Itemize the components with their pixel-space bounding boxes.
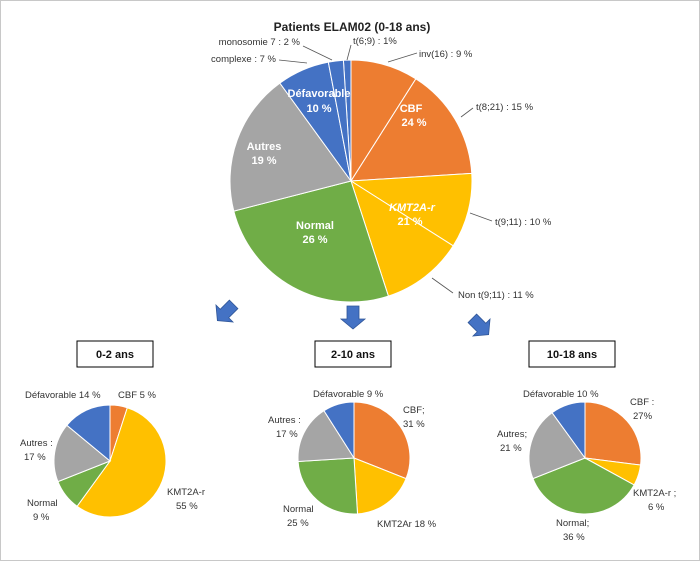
g3-label-cbf-pct: 27% bbox=[633, 411, 653, 422]
g3-label-kmt2a: KMT2A-r ; bbox=[633, 488, 676, 499]
arrow-left-icon bbox=[215, 299, 239, 323]
pie-main-slice-8 bbox=[327, 59, 352, 182]
arrow-down-icon bbox=[339, 305, 367, 330]
pie-10-18-ans bbox=[528, 401, 642, 515]
label-autres: Autres bbox=[247, 141, 282, 153]
chart-title: Patients ELAM02 (0-18 ans) bbox=[274, 20, 431, 34]
group-box-0-2-ans: 0-2 ans bbox=[76, 340, 154, 368]
label-autres-pct: 19 % bbox=[251, 155, 276, 167]
pie-g2-slice-1 bbox=[353, 457, 407, 515]
label-cbf: CBF bbox=[400, 103, 423, 115]
g1-label-kmt2a-pct: 55 % bbox=[176, 501, 198, 512]
arrow-right-icon bbox=[467, 313, 491, 337]
pie-main-slice-6 bbox=[229, 82, 352, 212]
g3-label-defavorable: Défavorable 10 % bbox=[523, 389, 599, 400]
g3-label-normal-pct: 36 % bbox=[563, 532, 585, 543]
g2-label-autres-pct: 17 % bbox=[276, 429, 298, 440]
label-normal-pct: 26 % bbox=[302, 234, 327, 246]
g1-label-defavorable: Défavorable 14 % bbox=[25, 390, 101, 401]
label-cbf-pct: 24 % bbox=[401, 117, 426, 129]
g1-label-autres-pct: 17 % bbox=[24, 452, 46, 463]
label-defavorable: Défavorable bbox=[288, 88, 351, 100]
leader-line-t69 bbox=[346, 44, 352, 61]
pie-main-slice-4 bbox=[350, 179, 454, 297]
pie-g2-slice-0 bbox=[353, 401, 411, 480]
g2-label-normal: Normal bbox=[283, 504, 314, 515]
leader-line-non-t911 bbox=[431, 277, 454, 294]
label-t69: t(6;9) : 1% bbox=[353, 36, 397, 47]
g1-label-autres: Autres : bbox=[20, 438, 53, 449]
group-box-2-10-ans: 2-10 ans bbox=[314, 340, 392, 368]
g1-label-normal-pct: 9 % bbox=[33, 512, 50, 523]
pie-g1-slice-1 bbox=[76, 407, 167, 518]
leader-line-inv16 bbox=[387, 52, 418, 63]
group-title-2-10-ans: 2-10 ans bbox=[331, 349, 375, 361]
g1-label-kmt2a: KMT2A-r bbox=[167, 487, 205, 498]
g3-label-normal: Normal; bbox=[556, 518, 589, 529]
group-box-10-18-ans: 10-18 ans bbox=[528, 340, 616, 368]
pie-g3-slice-0 bbox=[584, 401, 642, 466]
pie-g1-slice-4 bbox=[66, 404, 111, 463]
label-non-t911: Non t(9;11) : 11 % bbox=[458, 290, 534, 301]
g1-label-normal: Normal bbox=[27, 498, 58, 509]
label-complexe: complexe : 7 % bbox=[211, 54, 276, 65]
g2-label-autres: Autres : bbox=[268, 415, 301, 426]
label-kmt2a-pct: 21 % bbox=[397, 216, 422, 228]
pie-g2-slice-3 bbox=[297, 410, 355, 463]
g3-label-kmt2a-pct: 6 % bbox=[648, 502, 665, 513]
g3-label-autres: Autres; bbox=[497, 429, 527, 440]
label-normal: Normal bbox=[296, 220, 334, 232]
pie-main-slice-5 bbox=[233, 180, 390, 303]
leader-lines bbox=[278, 44, 493, 294]
label-t821: t(8;21) : 15 % bbox=[476, 102, 534, 113]
g2-label-kmt2ar: KMT2Ar 18 % bbox=[377, 519, 437, 530]
pie-g2-slice-2 bbox=[297, 457, 359, 515]
pie-0-2-ans bbox=[53, 404, 167, 518]
leader-line-t821 bbox=[460, 107, 474, 118]
main-pie-chart bbox=[229, 59, 473, 303]
group-title-10-18-ans: 10-18 ans bbox=[547, 349, 597, 361]
leader-line-complexe bbox=[278, 59, 308, 64]
pie-g1-slice-3 bbox=[53, 424, 111, 483]
g2-label-defavorable: Défavorable 9 % bbox=[313, 389, 384, 400]
g1-label-cbf: CBF 5 % bbox=[118, 390, 157, 401]
pie-g3-slice-3 bbox=[528, 412, 586, 480]
g2-label-cbf: CBF; bbox=[403, 405, 425, 416]
leader-line-monosomie bbox=[302, 45, 333, 61]
label-defavorable-pct: 10 % bbox=[306, 103, 331, 115]
pie-g3-slice-2 bbox=[532, 457, 635, 515]
g3-label-autres-pct: 21 % bbox=[500, 443, 522, 454]
pie-g3-slice-4 bbox=[551, 401, 586, 460]
label-inv16: inv(16) : 9 % bbox=[419, 49, 473, 60]
pie-g2-slice-4 bbox=[323, 401, 355, 460]
label-monosomie: monosomie 7 : 2 % bbox=[219, 37, 301, 48]
label-t911: t(9;11) : 10 % bbox=[495, 217, 552, 228]
pie-main-slice-3 bbox=[349, 172, 473, 247]
leader-line-t911 bbox=[469, 212, 493, 222]
label-kmt2a: KMT2A-r bbox=[389, 202, 436, 214]
g2-label-cbf-pct: 31 % bbox=[403, 419, 425, 430]
group-title-0-2-ans: 0-2 ans bbox=[96, 349, 134, 361]
g2-label-normal-pct: 25 % bbox=[287, 518, 309, 529]
pie-main-slice-2 bbox=[350, 78, 473, 182]
pie-2-10-ans bbox=[297, 401, 411, 515]
g3-label-cbf: CBF : bbox=[630, 397, 654, 408]
